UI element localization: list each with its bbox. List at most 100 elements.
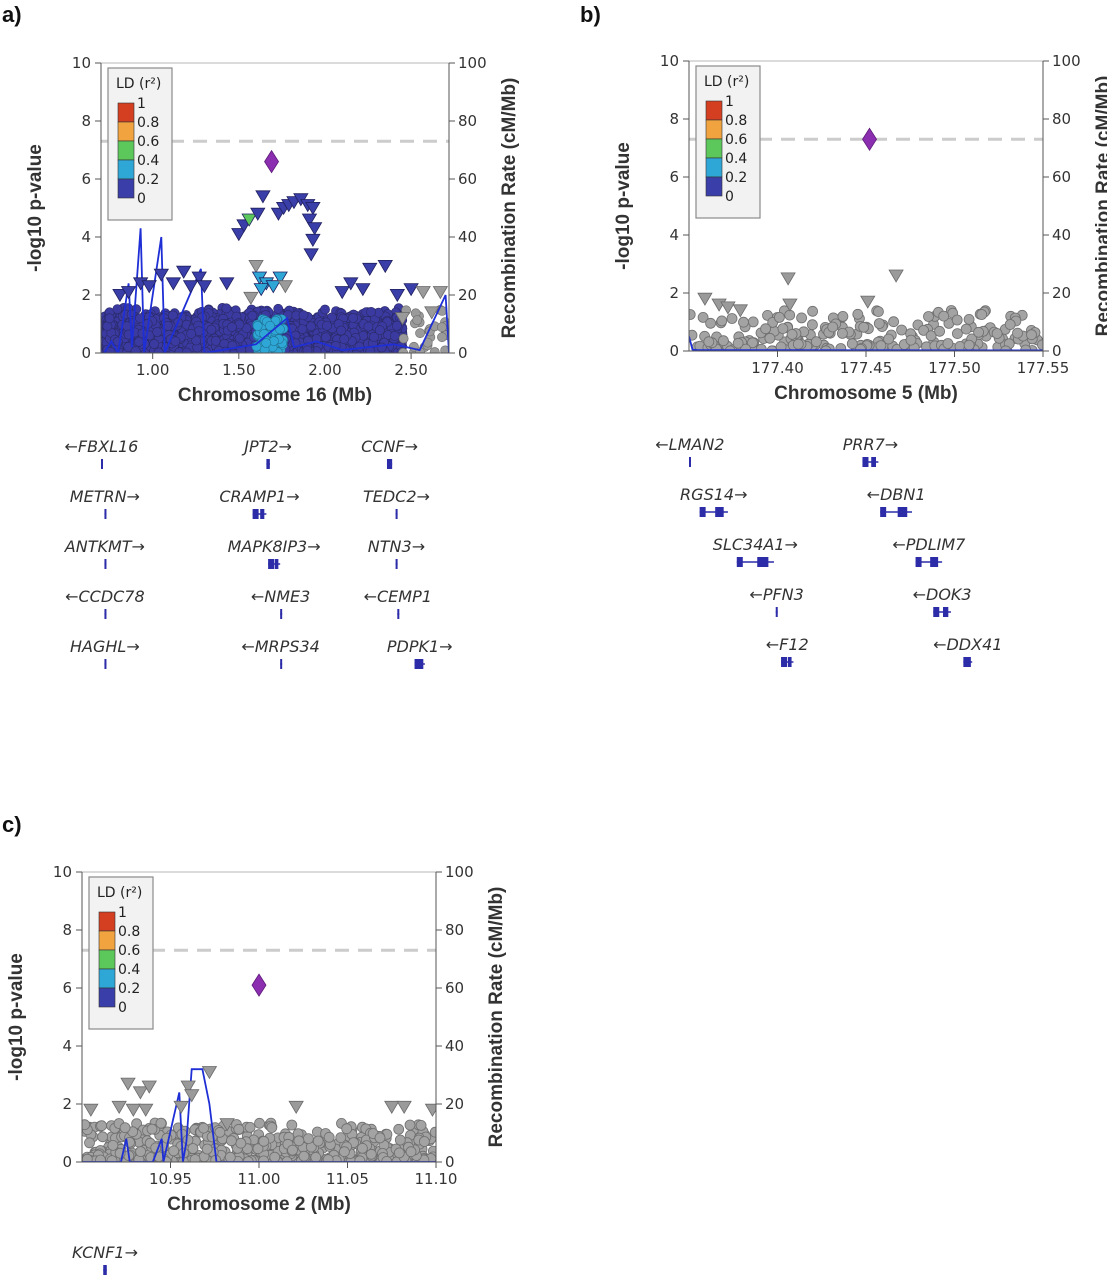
ld-legend-label: 0.8 [137, 115, 159, 131]
snp-point [394, 1134, 406, 1146]
snp-point [697, 311, 709, 323]
snp-point [320, 304, 330, 315]
x-axis-title: Chromosome 5 (Mb) [774, 383, 958, 404]
snp-point [225, 1135, 237, 1147]
snp-point [705, 317, 716, 329]
gene-label: ←PFN3 [749, 585, 803, 604]
y-tick-label: 0 [669, 342, 679, 360]
snp-point [95, 1154, 106, 1162]
snp-point [896, 324, 907, 336]
gene-exon [933, 607, 940, 617]
gene-label: ←LMAN2 [655, 435, 724, 454]
snp-point [265, 320, 275, 331]
y-tick-label: 8 [669, 110, 679, 128]
snp-point [1026, 329, 1037, 341]
snp-point [938, 310, 950, 322]
snp-point [846, 338, 858, 350]
snp-point [234, 333, 245, 344]
gene-exon [968, 657, 971, 667]
y2-tick-label: 80 [458, 112, 477, 130]
snp-point [726, 313, 738, 324]
y2-tick-label: 20 [458, 286, 477, 304]
snp-point [146, 1123, 158, 1135]
snp-point [703, 336, 715, 348]
snp-triangle [272, 271, 288, 285]
snp-point [252, 320, 263, 331]
snp-triangle [243, 291, 259, 305]
snp-point [837, 327, 848, 339]
gene-exon [260, 509, 265, 519]
snp-triangle [125, 1103, 142, 1117]
y-tick-label: 2 [81, 286, 91, 304]
y2-tick-label: 40 [445, 1037, 464, 1055]
gene-exon [397, 609, 400, 619]
snp-triangle [253, 283, 269, 297]
gene-label: NTN3→ [368, 537, 425, 556]
gene-exon [736, 557, 743, 567]
snp-point [354, 1155, 366, 1162]
snp-triangle [305, 201, 321, 216]
y2-tick-label: 0 [458, 344, 468, 362]
snp-point [247, 310, 258, 321]
y2-tick-label: 20 [1052, 284, 1071, 302]
gene-exon [101, 459, 103, 469]
snp-triangle [180, 1080, 196, 1094]
snp-point [405, 1146, 417, 1158]
snp-point [252, 1143, 264, 1155]
snp-point [747, 337, 758, 349]
recombination-rate-line [689, 336, 1043, 351]
gene-exon [395, 559, 398, 569]
snp-point [254, 1117, 265, 1129]
gene-exon [280, 659, 283, 669]
gene-label: ANTKMT→ [64, 537, 145, 556]
snp-triangle [888, 269, 904, 283]
snp-triangle [396, 1100, 412, 1114]
gene-exon [268, 559, 275, 569]
gene-label: ←DDX41 [933, 635, 1002, 654]
snp-triangle [111, 1100, 127, 1114]
gene-label: ←CCDC78 [65, 587, 145, 606]
snp-point [923, 311, 934, 322]
snp-triangle [306, 222, 323, 236]
panel-label-c: c) [2, 812, 22, 837]
y-tick-label: 10 [72, 54, 91, 72]
ld-legend-title: LD (r²) [97, 885, 142, 901]
ld-legend-label: 0.4 [137, 153, 159, 169]
ld-legend-label: 0 [137, 191, 146, 207]
snp-point [244, 1122, 256, 1133]
snp-point [418, 1136, 430, 1147]
gene-label: ←NME3 [251, 587, 310, 606]
ld-legend-swatch [705, 138, 723, 159]
gene-exon [930, 557, 939, 567]
snp-point [269, 1151, 281, 1162]
ld-legend-swatch [705, 176, 723, 197]
ld-legend-label: 0.6 [118, 943, 140, 959]
x-tick-label: 10.95 [149, 1170, 192, 1188]
snp-point [336, 325, 347, 336]
snp-triangle [334, 286, 350, 300]
y2-tick-label: 0 [445, 1153, 455, 1171]
y-tick-label: 4 [669, 226, 679, 244]
snp-point [210, 335, 221, 346]
y2-axis-title: Recombination Rate (cM/Mb) [1093, 76, 1107, 337]
gene-label: METRN→ [70, 487, 140, 506]
snp-point [155, 1117, 167, 1129]
snp-triangle [141, 1080, 157, 1094]
snp-point [811, 336, 822, 348]
snp-triangle [343, 277, 359, 291]
snp-point [883, 333, 894, 345]
snp-triangle [782, 298, 798, 312]
gene-label: ←F12 [766, 635, 809, 654]
x-tick-label: 11.05 [326, 1170, 369, 1188]
snp-point [153, 347, 164, 353]
x-tick-label: 1.00 [136, 361, 169, 379]
gene-exon [104, 609, 107, 619]
y2-tick-label: 100 [1052, 52, 1081, 70]
snp-triangle [138, 1103, 154, 1117]
gene-label: ←CEMP1 [364, 587, 432, 606]
snp-point [393, 1123, 405, 1135]
snp-point [934, 325, 945, 337]
data-layer [101, 190, 449, 353]
snp-point [764, 332, 776, 344]
